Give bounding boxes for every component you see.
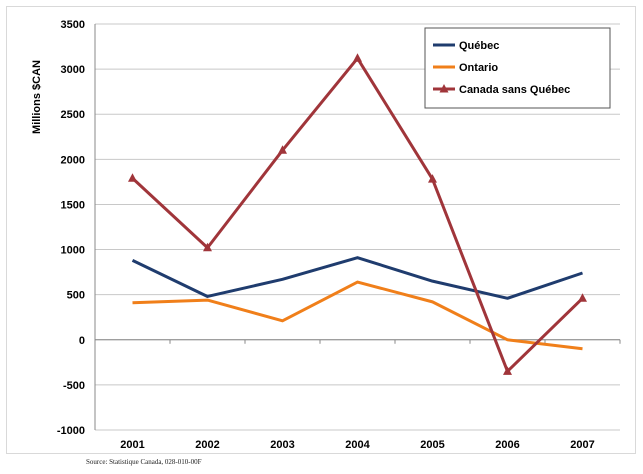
data-point-marker bbox=[353, 53, 362, 62]
x-tick-label: 2004 bbox=[345, 439, 370, 451]
y-tick-label: 2000 bbox=[61, 154, 85, 166]
data-point-marker bbox=[503, 366, 512, 375]
x-tick-label: 2007 bbox=[570, 439, 594, 451]
x-tick-label: 2003 bbox=[270, 439, 294, 451]
legend-label: Ontario bbox=[459, 62, 498, 74]
data-point-marker bbox=[278, 145, 287, 154]
x-tick-label: 2002 bbox=[195, 439, 219, 451]
source-note: Source: Statistique Canada, 028-010-00F bbox=[86, 458, 202, 466]
legend-box bbox=[424, 27, 611, 109]
y-tick-label: 2500 bbox=[61, 109, 85, 121]
y-tick-label: 3000 bbox=[61, 64, 85, 76]
legend-label: Canada sans Québec bbox=[459, 84, 570, 96]
legend-label: Québec bbox=[459, 40, 499, 52]
y-tick-label: 1000 bbox=[61, 245, 85, 257]
legend-marker bbox=[439, 84, 449, 93]
y-tick-label: 500 bbox=[67, 290, 85, 302]
data-point-marker bbox=[203, 242, 212, 252]
series-line-1 bbox=[132, 280, 583, 351]
data-point-marker bbox=[128, 173, 137, 182]
data-point-marker bbox=[578, 293, 587, 302]
series-line-0 bbox=[131, 256, 583, 300]
x-tick-label: 2006 bbox=[495, 439, 519, 451]
x-tick-label: 2001 bbox=[120, 439, 144, 451]
y-tick-label: 1500 bbox=[61, 199, 85, 211]
y-tick-label: 0 bbox=[79, 335, 85, 347]
x-tick-label: 2005 bbox=[420, 439, 444, 451]
y-tick-label: 3500 bbox=[61, 19, 85, 31]
data-point-marker bbox=[428, 174, 437, 183]
line-chart: -1000 -500 0 500 1000 1500 2000 2500 3000 3500 200… bbox=[31, 19, 621, 451]
chart-frame bbox=[6, 6, 636, 454]
y-tick-label: -1000 bbox=[57, 425, 85, 437]
y-axis-title: Millions $CAN bbox=[31, 60, 43, 134]
y-tick-label: -500 bbox=[63, 380, 85, 392]
